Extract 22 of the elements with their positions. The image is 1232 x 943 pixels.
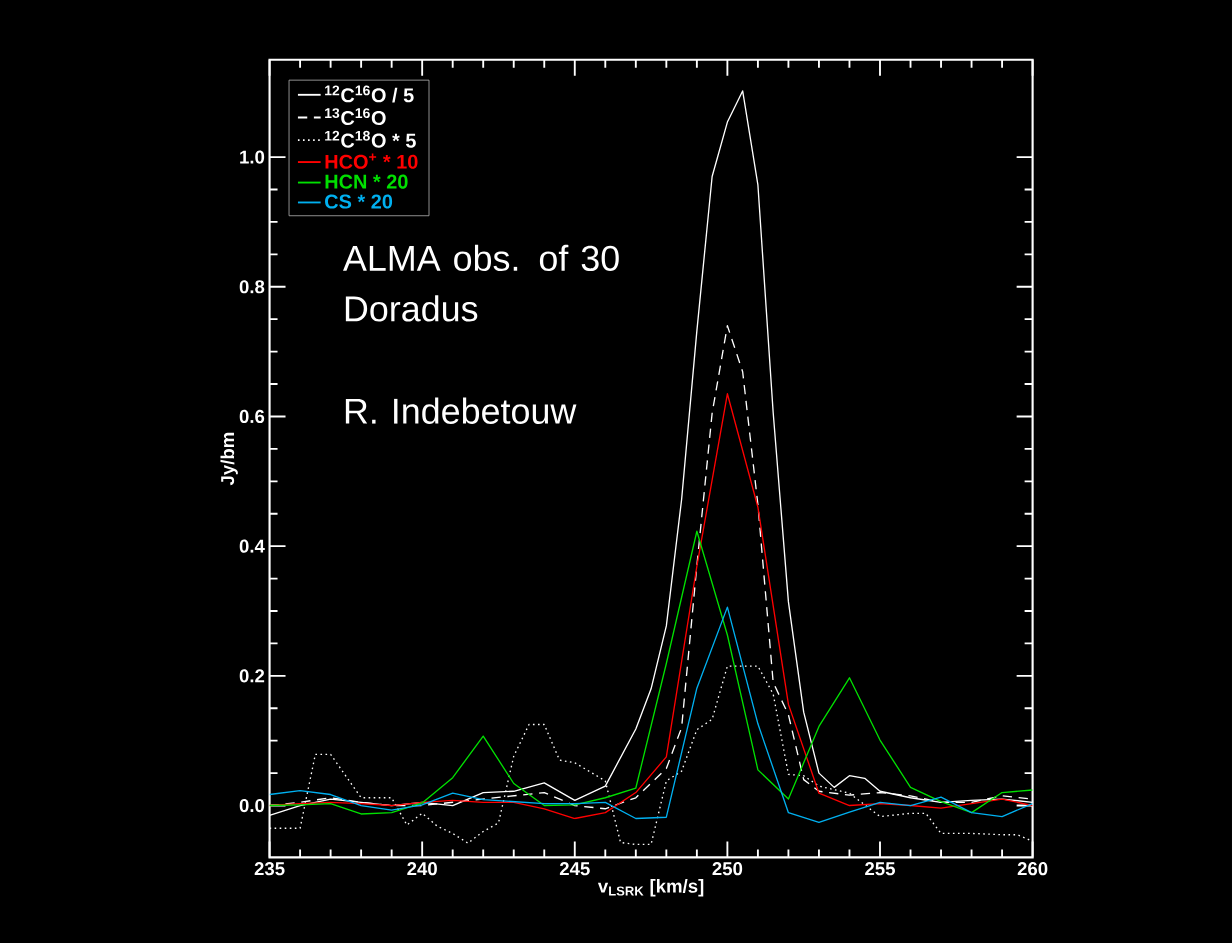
legend-label: HCN * 20 (325, 174, 408, 189)
y-tick-label: 0.0 (239, 798, 265, 813)
x-tick-label: 240 (407, 862, 437, 876)
x-tick-label: 235 (254, 862, 285, 876)
x-tick-label: 245 (559, 862, 590, 876)
x-tick-label: 255 (865, 862, 896, 876)
y-tick-label: 0.4 (239, 539, 265, 553)
y-tick-label: 1.0 (240, 150, 265, 164)
legend-label: $^{12}$C$^{18}$O * 5 (325, 130, 416, 148)
x-axis-title: v$_{LSRK}$ [km/s] (597, 879, 704, 897)
y-axis-title: Jy/bm (220, 432, 238, 486)
annotation: R. Indebetouw (345, 397, 577, 424)
y-tick-label: 0.2 (239, 669, 265, 683)
legend-label: $^{12}$C$^{16}$O / 5 (325, 85, 414, 103)
x-tick-label: 260 (1017, 862, 1048, 876)
legend-label: HCO$^{+}$ * 10 (325, 153, 418, 169)
y-tick-label: 0.6 (239, 409, 265, 423)
y-tick-label: 0.8 (239, 280, 265, 294)
legend-label: $^{13}$C$^{16}$O (325, 108, 386, 125)
legend-label: CS * 20 (325, 194, 393, 209)
annotation: ALMA obs. of 30 Doradus (342, 244, 619, 322)
x-tick-label: 250 (712, 862, 743, 876)
